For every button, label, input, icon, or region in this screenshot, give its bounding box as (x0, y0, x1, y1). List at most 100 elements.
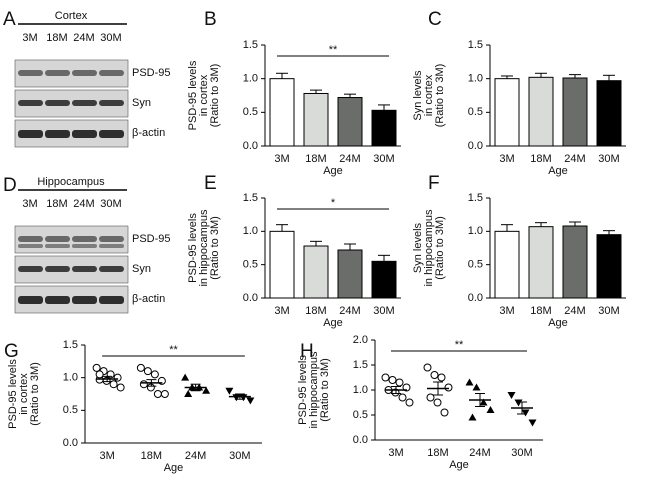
bar (562, 77, 588, 147)
point (246, 397, 255, 405)
lane-label: 3M (22, 198, 37, 210)
band (18, 266, 43, 272)
x-tick-label: 18M (530, 305, 551, 317)
lane-label: 18M (46, 198, 67, 210)
bar (303, 92, 329, 147)
y-tick-label: 1.0 (353, 384, 368, 396)
y-axis-label: in hippocampus (198, 209, 210, 287)
band (99, 70, 124, 76)
x-axis-label: Age (323, 317, 343, 329)
band (99, 244, 124, 248)
y-tick-label: 0.0 (243, 292, 258, 304)
point (92, 363, 101, 372)
band (45, 266, 70, 272)
y-tick-label: 1.5 (243, 39, 258, 51)
point (437, 373, 446, 382)
point (486, 406, 495, 413)
point (232, 394, 241, 402)
band (72, 70, 97, 76)
band (18, 70, 43, 76)
region-label: Hippocampus (37, 176, 105, 188)
x-tick-label: 3M (274, 153, 289, 165)
y-tick-label: 1.5 (63, 339, 78, 351)
y-tick-label: 1.5 (353, 359, 368, 371)
band (18, 244, 43, 248)
x-tick-label: 30M (598, 153, 619, 165)
y-tick-label: 0.0 (353, 434, 368, 446)
bar (371, 260, 397, 299)
y-tick-label: 0.5 (243, 259, 258, 271)
band (72, 236, 97, 242)
point (150, 370, 159, 379)
x-tick-label: 30M (229, 450, 250, 462)
significance-label: ** (169, 344, 178, 356)
y-tick-label: 0.0 (468, 292, 483, 304)
lane-label: 24M (73, 198, 94, 210)
point (440, 408, 449, 417)
point (184, 390, 193, 397)
point (95, 370, 104, 379)
point (479, 398, 488, 406)
y-tick-label: 1.0 (468, 225, 483, 237)
point (160, 390, 169, 398)
band-label: Syn (132, 97, 151, 109)
point (113, 373, 122, 382)
bar (562, 225, 588, 299)
x-tick-label: 3M (274, 305, 289, 317)
panel-letter: H (300, 341, 314, 362)
point (472, 383, 481, 391)
point (405, 398, 414, 407)
point (381, 373, 390, 382)
lane-label: 3M (22, 32, 37, 44)
point (153, 390, 162, 398)
band (99, 266, 124, 272)
y-axis-label: (Ratio to 3M) (434, 216, 446, 280)
y-tick-label: 0.0 (63, 437, 78, 449)
x-tick-label: 24M (185, 450, 206, 462)
y-axis-label: (Ratio to 3M) (29, 362, 41, 426)
panel-letter: C (428, 9, 442, 30)
point (395, 378, 404, 387)
point (181, 373, 190, 381)
lane-label: 30M (100, 32, 121, 44)
x-axis-label: Age (449, 459, 469, 471)
point (388, 376, 397, 384)
x-tick-label: 30M (373, 305, 394, 317)
point (528, 419, 537, 427)
x-tick-label: 24M (339, 305, 360, 317)
y-axis-label: in cortex (198, 74, 210, 116)
band (99, 100, 124, 106)
point (398, 393, 407, 402)
y-axis-label: in cortex (18, 373, 30, 415)
point (239, 394, 248, 402)
significance-label: ** (455, 339, 464, 351)
y-axis-label: (Ratio to 3M) (434, 64, 446, 128)
x-tick-label: 18M (530, 153, 551, 165)
point (139, 380, 148, 389)
y-axis-label: PSD-95 levels (187, 60, 199, 130)
band-label: β-actin (132, 293, 165, 305)
y-tick-label: 1.0 (63, 372, 78, 384)
y-axis-label: (Ratio to 3M) (319, 358, 331, 422)
bar (269, 230, 295, 299)
x-axis-label: Age (548, 317, 568, 329)
y-tick-label: 1.5 (468, 192, 483, 204)
band (18, 296, 43, 304)
x-axis-label: Age (548, 165, 568, 177)
panel-letter: B (204, 9, 217, 30)
x-tick-label: 30M (373, 153, 394, 165)
point (433, 398, 442, 407)
bar (494, 78, 520, 147)
bar (371, 109, 397, 147)
band (45, 100, 70, 106)
significance-label: ** (329, 44, 338, 56)
x-tick-label: 30M (598, 305, 619, 317)
band-label: PSD-95 (132, 67, 171, 79)
band (18, 130, 43, 138)
y-tick-label: 0.5 (468, 106, 483, 118)
y-axis-label: PSD-95 levels (187, 213, 199, 283)
bar (337, 97, 363, 147)
y-axis-label: in cortex (423, 74, 435, 116)
region-label: Cortex (55, 10, 88, 22)
y-tick-label: 2.0 (353, 334, 368, 346)
